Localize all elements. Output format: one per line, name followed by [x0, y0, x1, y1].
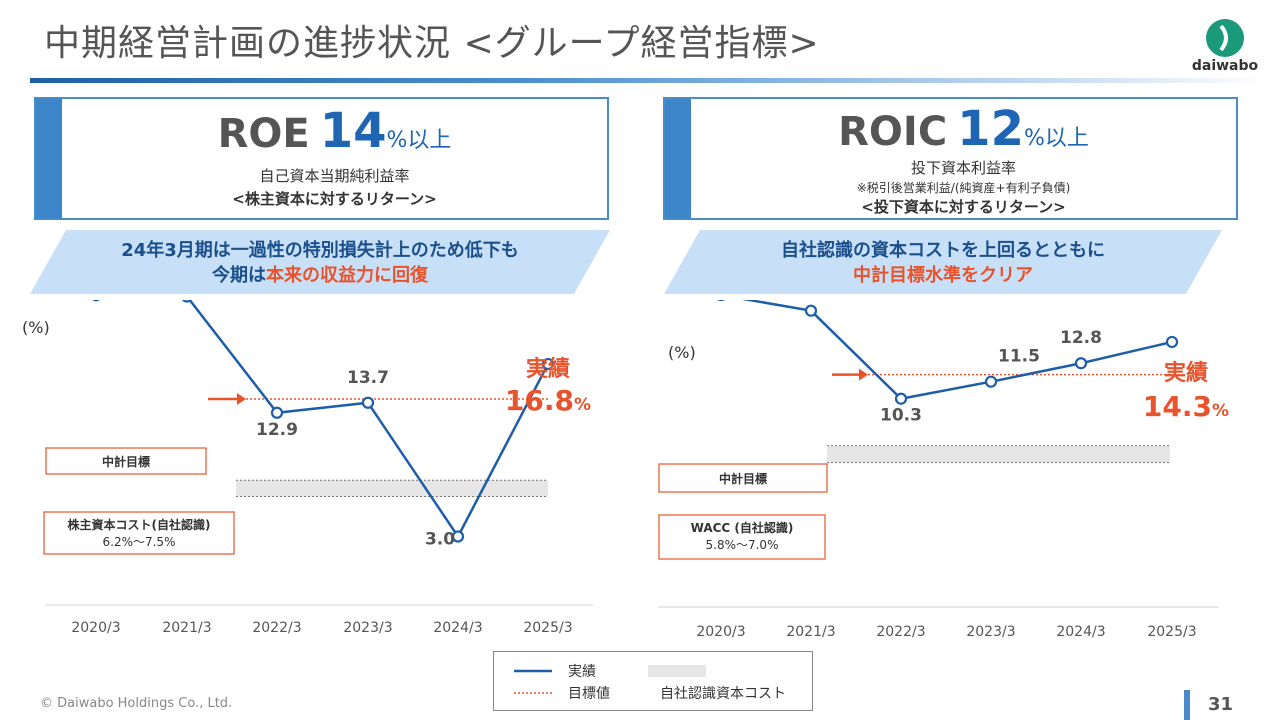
cost-band	[236, 480, 548, 497]
page-number-bar	[1184, 690, 1190, 720]
banner-line2: 中計目標水準をクリア	[664, 263, 1222, 288]
banner-line2-highlight: 中計目標水準をクリア	[853, 265, 1033, 286]
banner-line2: 今期は本来の収益力に回復	[30, 263, 610, 288]
legend-cost-label: 自社認識資本コスト	[660, 686, 786, 702]
kpi-subtitle: <投下資本に対するリターン>	[861, 198, 1066, 216]
title-underline	[30, 78, 1270, 83]
banner-line2-prefix: 今期は	[212, 265, 266, 286]
data-point	[804, 304, 818, 317]
data-point	[451, 530, 465, 543]
data-point	[361, 396, 375, 409]
kpi-stripe	[665, 99, 691, 218]
cost-band	[827, 445, 1170, 463]
data-point	[894, 392, 908, 405]
target-label-box	[658, 463, 828, 493]
logo-icon	[1206, 19, 1244, 57]
cost-label-box	[658, 514, 826, 560]
logo-text: daiwabo	[1191, 58, 1259, 74]
y-unit-label: (%)	[668, 343, 696, 362]
data-point	[984, 375, 998, 388]
roe-banner: 24年3月期は一過性の特別損失計上のため低下も 今期は本来の収益力に回復	[30, 230, 610, 294]
roe-chart-svg: (%)中計目標株主資本コスト(自社認識)6.2%〜7.5%22.32020/32…	[22, 264, 593, 636]
kpi-unit: %以上	[386, 128, 452, 153]
x-tick-label: 2025/3	[523, 620, 572, 636]
banner-shape	[664, 230, 1222, 294]
banner-shape	[30, 230, 610, 294]
x-tick-label: 2025/3	[1147, 624, 1196, 640]
data-label: 11.5	[998, 347, 1040, 367]
target-arrow-head	[237, 393, 246, 405]
page-number: 31	[1208, 694, 1234, 715]
copyright: © Daiwabo Holdings Co., Ltd.	[40, 696, 233, 711]
y-unit-label: (%)	[22, 318, 50, 337]
x-tick-label: 2021/3	[786, 624, 835, 640]
series-line	[720, 293, 1173, 401]
x-tick-label: 2022/3	[252, 620, 301, 636]
actual-title: 実績	[526, 356, 570, 382]
kpi-unit: %以上	[1023, 126, 1089, 151]
series-line	[95, 294, 550, 539]
actual-value: 16.8%	[505, 384, 591, 417]
legend-cost-swatch	[648, 665, 706, 677]
data-label: 13.7	[347, 368, 389, 388]
roic-kpi-box: ROIC 12%以上 投下資本利益率 ※税引後営業利益/(純資産+有利子負債) <…	[663, 97, 1238, 220]
legend-svg: 実績 目標値 自社認識資本コスト	[514, 664, 786, 702]
target-label: 中計目標	[102, 454, 150, 469]
page-title: 中期経営計画の進捗状況 <グループ経営指標>	[44, 23, 820, 64]
roe-kpi-box: ROE 14%以上 自己資本当期純利益率 <株主資本に対するリターン>	[34, 97, 609, 220]
x-tick-label: 2020/3	[696, 624, 745, 640]
kpi-description: 自己資本当期純利益率	[259, 167, 410, 185]
company-logo: daiwabo	[1190, 18, 1260, 78]
target-label: 中計目標	[719, 471, 767, 486]
data-point	[541, 357, 555, 371]
data-label: 12.9	[256, 420, 298, 440]
banner-line2-highlight: 本来の収益力に回復	[266, 265, 428, 286]
x-tick-label: 2024/3	[1056, 624, 1105, 640]
banner-line1: 24年3月期は一過性の特別損失計上のため低下も	[121, 240, 519, 261]
legend-target-label: 目標値	[568, 686, 610, 702]
cost-range-label: 6.2%〜7.5%	[103, 535, 176, 549]
cost-label-box	[43, 511, 235, 555]
data-point	[270, 406, 284, 419]
legend-actual-label: 実績	[568, 664, 596, 680]
cost-label: 株主資本コスト(自社認識)	[68, 517, 211, 532]
kpi-formula: ※税引後営業利益/(純資産+有利子負債)	[856, 181, 1071, 195]
actual-value: 14.3%	[1143, 390, 1229, 423]
kpi-name: ROIC	[838, 109, 948, 155]
target-arrow-head	[859, 368, 868, 381]
x-tick-label: 2023/3	[343, 620, 392, 636]
kpi-value: 14	[319, 103, 387, 159]
x-tick-label: 2020/3	[71, 620, 120, 636]
target-label-box	[45, 447, 207, 475]
roe-chart: (%)中計目標株主資本コスト(自社認識)6.2%〜7.5%22.32020/32…	[0, 264, 640, 650]
x-tick-label: 2024/3	[433, 620, 482, 636]
kpi-subtitle: <株主資本に対するリターン>	[232, 190, 437, 208]
x-tick-label: 2022/3	[876, 624, 925, 640]
kpi-value: 12	[957, 101, 1024, 157]
kpi-description: 投下資本利益率	[910, 159, 1016, 177]
data-point	[180, 290, 194, 303]
data-label: 10.3	[880, 406, 922, 426]
x-tick-label: 2023/3	[966, 624, 1015, 640]
chart-legend: 実績 目標値 自社認識資本コスト	[493, 651, 813, 711]
data-point	[1165, 335, 1179, 349]
kpi-name: ROE	[217, 111, 310, 157]
cost-range-label: 5.8%〜7.0%	[706, 538, 779, 552]
roic-banner: 自社認識の資本コストを上回るとともに 中計目標水準をクリア	[664, 230, 1222, 294]
data-label: 3.0	[425, 530, 455, 550]
x-tick-label: 2021/3	[162, 620, 211, 636]
banner-line1: 自社認識の資本コストを上回るとともに	[781, 240, 1105, 261]
cost-label: WACC (自社認識)	[691, 520, 794, 535]
actual-title: 実績	[1164, 360, 1208, 386]
kpi-stripe	[36, 99, 62, 218]
data-point	[1074, 357, 1088, 370]
data-label: 12.8	[1060, 328, 1102, 348]
